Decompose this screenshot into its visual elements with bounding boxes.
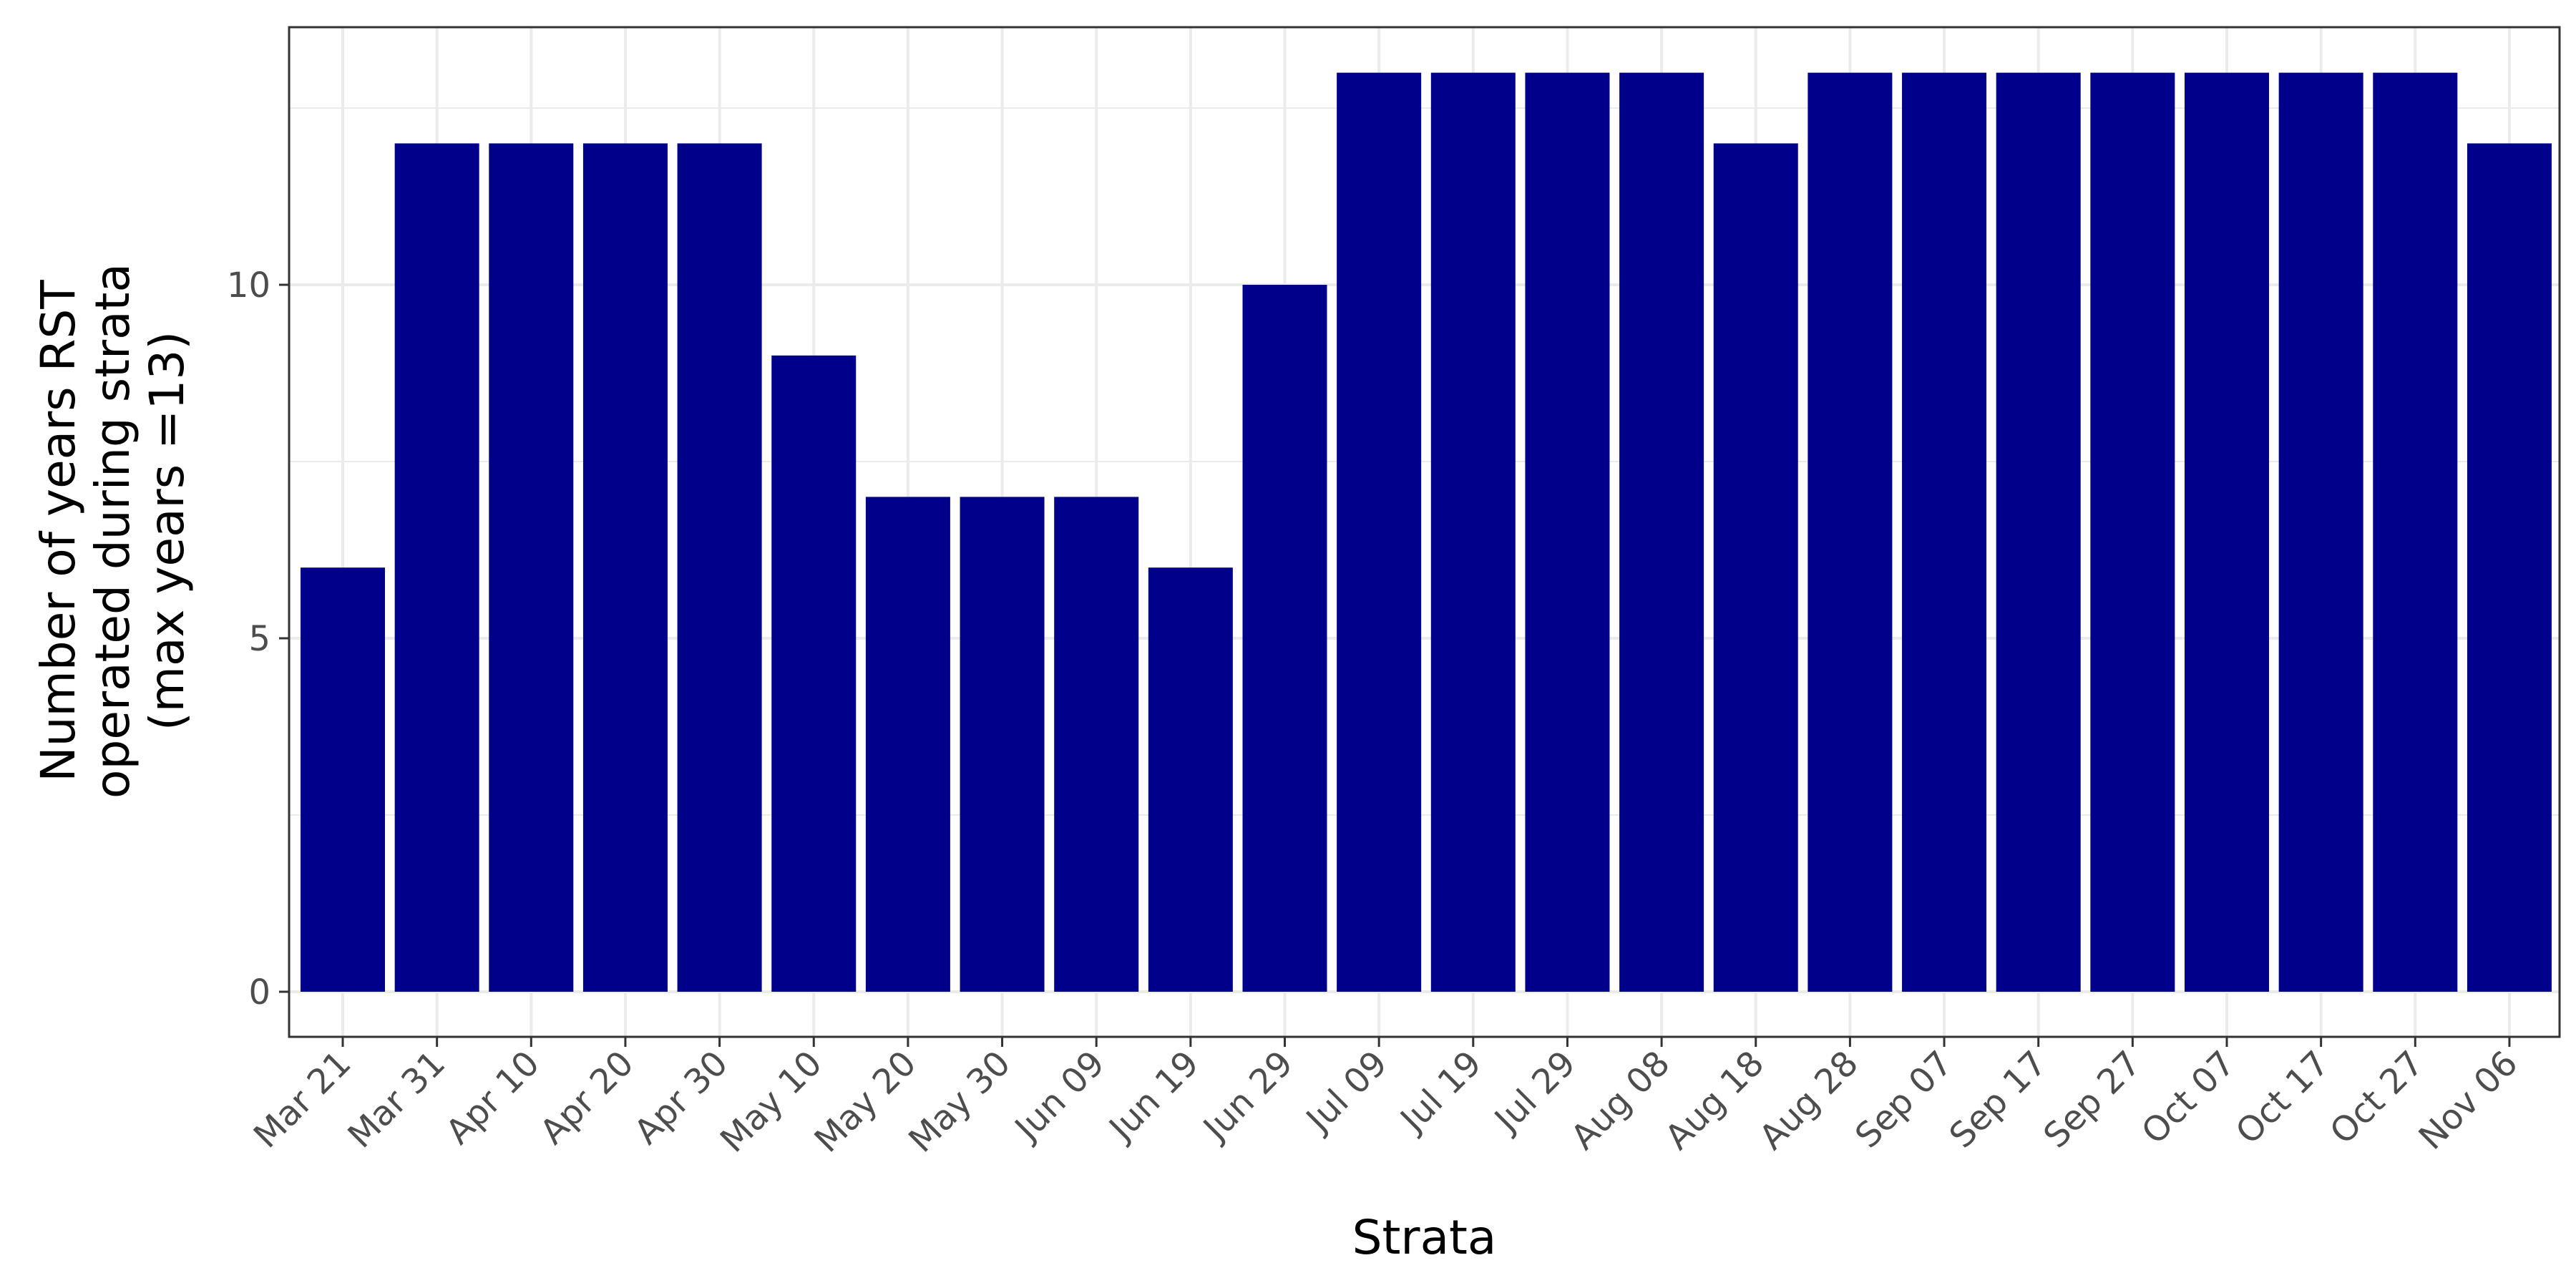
bar [2278,72,2363,992]
y-axis-title-line: operated during strata [85,263,140,799]
bar [1148,567,1233,992]
bar [1807,72,1893,992]
bar [1996,72,2081,992]
bar [771,355,857,992]
y-axis-title: Number of years RSToperated during strat… [31,263,195,799]
bar [960,497,1045,992]
bar [2090,72,2175,992]
bar [2373,72,2458,992]
y-tick-label: 5 [248,619,270,659]
bar [677,143,762,992]
y-axis: 0 5 10 [227,265,289,1013]
bar [1525,72,1610,992]
y-axis-title-line: Number of years RST [31,280,86,782]
bar [1054,497,1139,992]
bar [2185,72,2269,992]
bar [301,567,385,992]
bar [1242,285,1327,992]
bar [2467,143,2552,992]
bar [1430,72,1516,992]
bar [865,497,950,992]
y-tick-label: 0 [248,972,270,1013]
bar [1619,72,1704,992]
bar [394,143,479,992]
bar [1337,72,1422,992]
bar [489,143,574,992]
bar [582,143,668,992]
bar [1902,72,1987,992]
y-tick-label: 10 [227,265,270,306]
bar [1713,143,1798,992]
x-axis-title: Strata [1352,1210,1497,1265]
panel-border [288,26,2561,1038]
bars [301,72,2552,992]
y-axis-title-line: (max years =13) [140,331,195,731]
